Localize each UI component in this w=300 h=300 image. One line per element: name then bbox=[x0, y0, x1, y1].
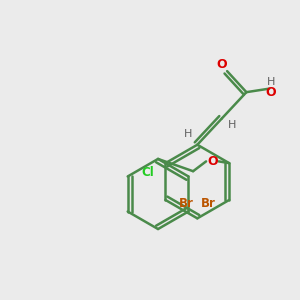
Text: Cl: Cl bbox=[141, 166, 154, 179]
Text: H: H bbox=[184, 129, 193, 139]
Text: H: H bbox=[267, 76, 275, 87]
Text: Br: Br bbox=[179, 197, 194, 210]
Text: O: O bbox=[217, 58, 227, 71]
Text: H: H bbox=[227, 120, 236, 130]
Text: O: O bbox=[207, 155, 218, 168]
Text: Br: Br bbox=[201, 197, 216, 210]
Text: O: O bbox=[266, 86, 276, 99]
